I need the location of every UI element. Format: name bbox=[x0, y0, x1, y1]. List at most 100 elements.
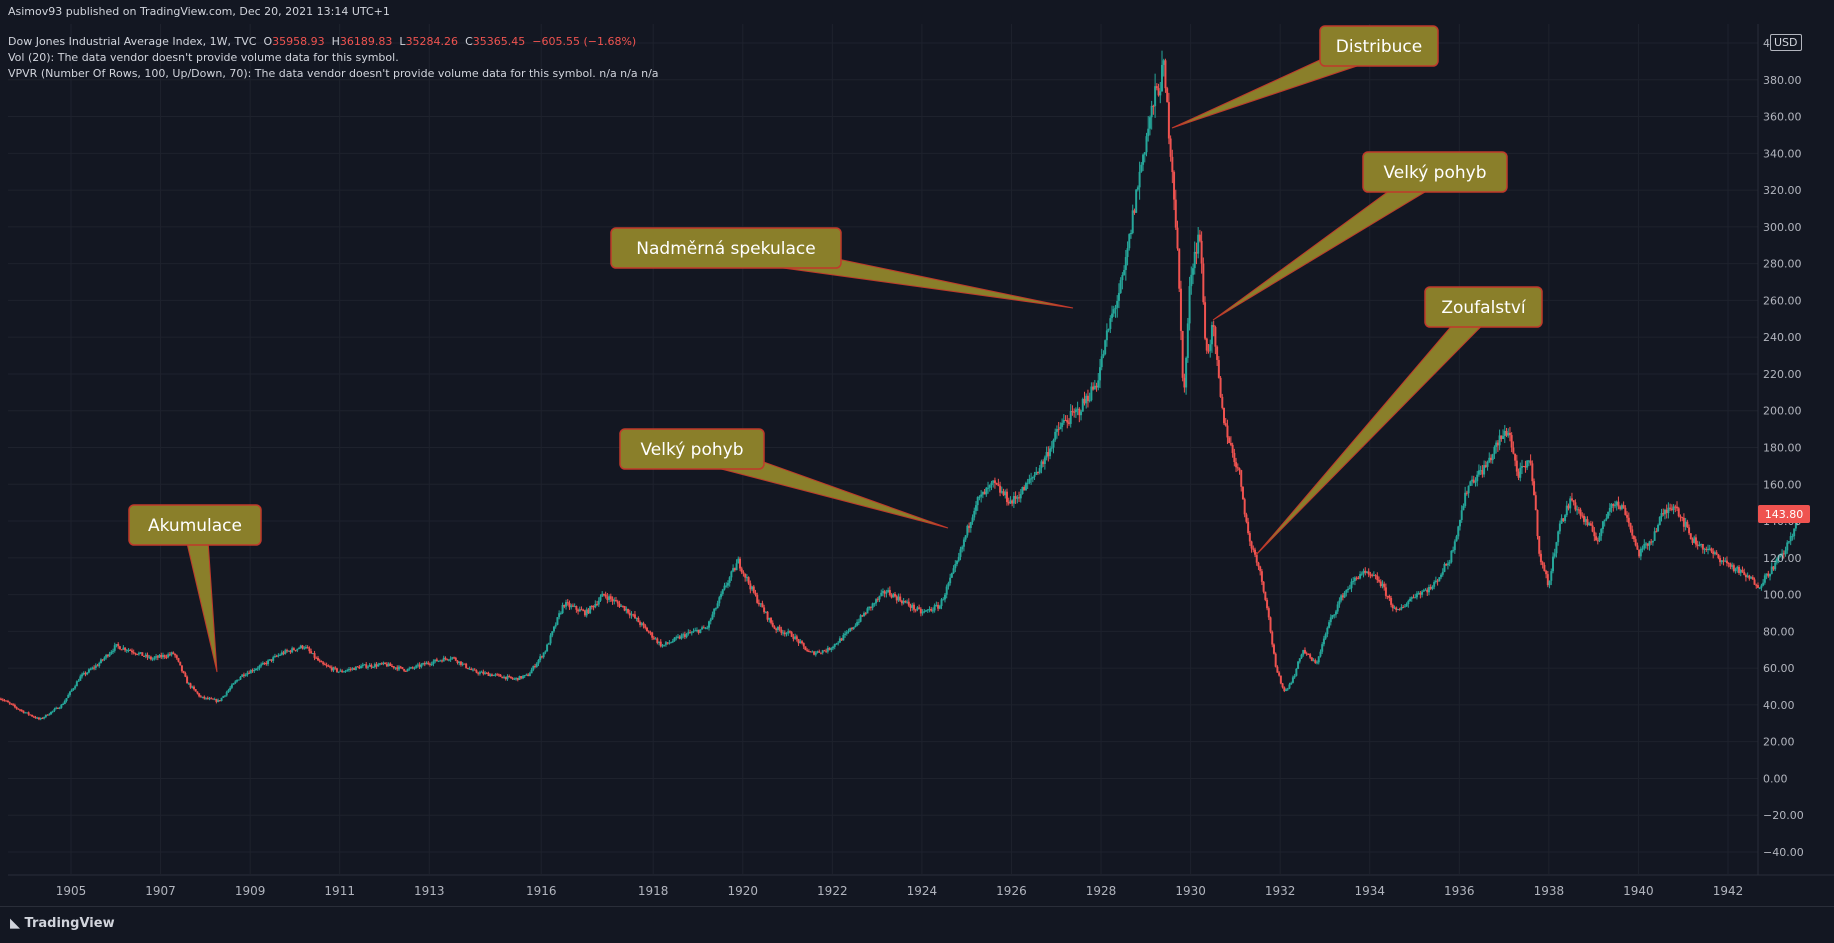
candle-body bbox=[1232, 445, 1234, 453]
candle-body bbox=[31, 715, 33, 716]
candle-body bbox=[808, 651, 810, 652]
candle-body bbox=[906, 602, 908, 603]
candle-body bbox=[1218, 360, 1220, 378]
candle-body bbox=[126, 650, 128, 651]
candle-body bbox=[1437, 581, 1439, 582]
candle-body bbox=[1132, 210, 1134, 233]
candle-body bbox=[1747, 576, 1749, 578]
candle-body bbox=[234, 681, 236, 683]
candle-body bbox=[227, 690, 229, 692]
candle-body bbox=[28, 712, 30, 714]
candle-body bbox=[644, 625, 646, 628]
candle-body bbox=[417, 664, 419, 665]
x-tick-label: 1907 bbox=[145, 884, 176, 898]
candle-body bbox=[899, 597, 901, 601]
candle-body bbox=[148, 657, 150, 658]
tradingview-logo[interactable]: ◣ TradingView bbox=[10, 916, 115, 931]
candle-body bbox=[1586, 519, 1588, 525]
candle-body bbox=[1318, 656, 1320, 662]
candle-body bbox=[1142, 155, 1144, 165]
open-label: O bbox=[263, 35, 272, 48]
candle-body bbox=[1321, 644, 1323, 652]
x-tick-label: 1913 bbox=[414, 884, 445, 898]
candle-body bbox=[419, 664, 421, 666]
y-tick-label: 360.00 bbox=[1763, 111, 1802, 124]
candle-body bbox=[513, 679, 515, 680]
symbol-legend[interactable]: Dow Jones Industrial Average Index, 1W, … bbox=[8, 34, 636, 50]
candle-body bbox=[932, 610, 934, 611]
candle-body bbox=[760, 603, 762, 604]
candle-body bbox=[699, 629, 701, 633]
candle-body bbox=[584, 610, 586, 615]
candle-body bbox=[570, 606, 572, 608]
candle-body bbox=[1426, 590, 1428, 593]
candle-body bbox=[1666, 510, 1668, 513]
candle-body bbox=[1228, 437, 1230, 443]
candle-body bbox=[1259, 566, 1261, 571]
candle-body bbox=[1245, 514, 1247, 521]
volume-indicator-legend[interactable]: Vol (20): The data vendor doesn't provid… bbox=[8, 50, 399, 66]
candle-body bbox=[1263, 582, 1265, 592]
candle-body bbox=[935, 605, 937, 606]
candle-body bbox=[95, 665, 97, 667]
candle-body bbox=[343, 671, 345, 672]
vpvr-indicator-legend[interactable]: VPVR (Number Of Rows, 100, Up/Down, 70):… bbox=[8, 66, 659, 82]
candle-body bbox=[1549, 581, 1551, 585]
candle-body bbox=[1261, 571, 1263, 582]
candle-body bbox=[74, 686, 76, 688]
candle-body bbox=[53, 709, 55, 711]
candle-body bbox=[426, 663, 428, 665]
candle-body bbox=[1361, 574, 1363, 575]
candle-body bbox=[403, 669, 405, 671]
candle-body bbox=[239, 677, 241, 680]
candle-body bbox=[1092, 387, 1094, 390]
candle-body bbox=[115, 644, 117, 645]
candle-body bbox=[1440, 575, 1442, 577]
candle-body bbox=[696, 630, 698, 631]
high-label: H bbox=[332, 35, 340, 48]
candle-body bbox=[346, 670, 348, 671]
candle-body bbox=[1035, 472, 1037, 475]
candle-body bbox=[1714, 552, 1716, 554]
candle-body bbox=[822, 650, 824, 652]
candle-body bbox=[1166, 88, 1168, 102]
candle-body bbox=[262, 663, 264, 664]
candle-body bbox=[128, 650, 130, 651]
currency-badge[interactable]: USD bbox=[1770, 34, 1802, 51]
candle-body bbox=[541, 656, 543, 657]
candle-body bbox=[1431, 587, 1433, 589]
candle-body bbox=[1400, 607, 1402, 609]
candle-body bbox=[741, 568, 743, 572]
candle-body bbox=[177, 658, 179, 662]
candle-body bbox=[257, 668, 259, 669]
candle-body bbox=[1127, 248, 1129, 257]
candle-body bbox=[1071, 411, 1073, 412]
candle-body bbox=[758, 603, 760, 604]
candle-body bbox=[1710, 549, 1712, 552]
candle-body bbox=[1738, 567, 1740, 573]
candle-body bbox=[114, 645, 116, 651]
candle-body bbox=[444, 658, 446, 659]
candle-body bbox=[680, 635, 682, 638]
candle-body bbox=[770, 618, 772, 623]
candle-body bbox=[1673, 507, 1675, 510]
candle-body bbox=[653, 638, 655, 639]
candle-body bbox=[1686, 522, 1688, 528]
candle-body bbox=[817, 651, 819, 652]
candle-body bbox=[1457, 526, 1459, 536]
candle-body bbox=[711, 614, 713, 619]
candle-body bbox=[1638, 550, 1640, 557]
candle-body bbox=[253, 670, 255, 671]
candle-body bbox=[963, 540, 965, 547]
candle-body bbox=[1480, 470, 1482, 471]
candle-body bbox=[686, 634, 688, 637]
candle-body bbox=[1375, 575, 1377, 576]
candle-body bbox=[284, 650, 286, 654]
candle-body bbox=[1178, 248, 1180, 288]
candle-body bbox=[301, 646, 303, 649]
candle-body bbox=[1602, 521, 1604, 529]
candle-body bbox=[498, 674, 500, 675]
candle-body bbox=[431, 664, 433, 665]
